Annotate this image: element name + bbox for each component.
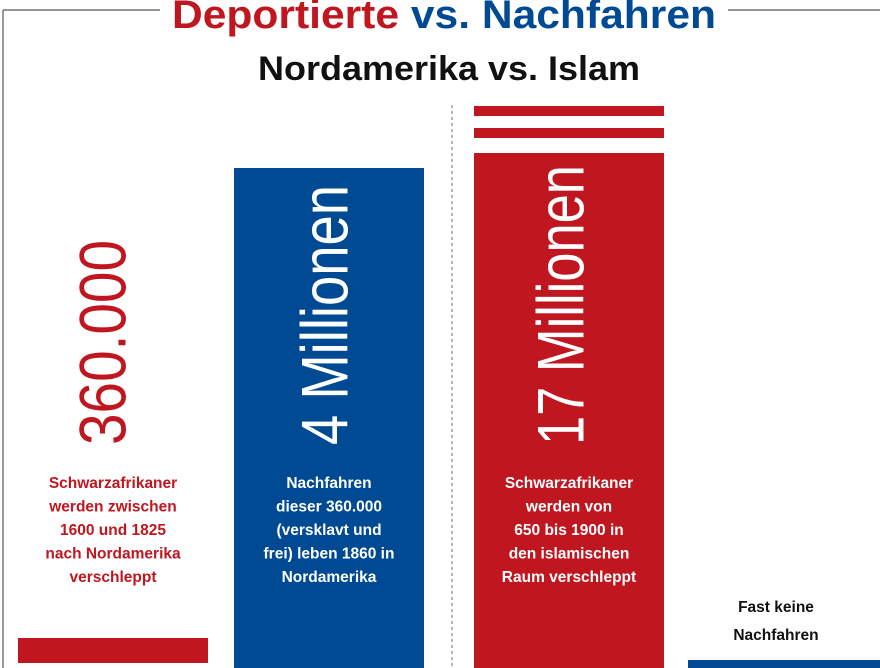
caption: Schwarzafrikaner werden von 650 bis 1900 i… [502, 475, 636, 586]
caption-line: Nachfahren [286, 475, 371, 492]
caption-line: Schwarzafrikaner [505, 475, 633, 492]
caption-line: Nachfahren [733, 627, 818, 644]
bar-stripe [474, 106, 664, 116]
caption-line: Schwarzafrikaner [49, 475, 177, 492]
bar [688, 660, 880, 668]
figure: 4 Millionen [287, 185, 361, 445]
caption: Nachfahren dieser 360.000 (versklavt und fr… [264, 475, 395, 586]
caption: Schwarzafrikaner werden zwischen 1600 und … [45, 475, 181, 586]
caption-line: 1600 und 1825 [60, 522, 166, 539]
caption-line: werden von [525, 499, 612, 516]
title-part: vs. [411, 0, 470, 37]
caption-line: nach Nordamerika [45, 546, 181, 563]
figure: 360.000 [65, 240, 139, 445]
caption-line: Fast keine [738, 599, 814, 616]
caption-line: verschleppt [69, 569, 156, 586]
bar [474, 153, 664, 668]
note: Fast keine Nachfahren [733, 599, 818, 644]
bar [18, 638, 208, 663]
title-part: Deportierte [172, 0, 399, 37]
caption-line: frei) leben 1860 in [264, 546, 395, 563]
title-part: Nachfahren [482, 0, 716, 37]
caption-line: werden zwischen [48, 499, 176, 516]
figure: 17 Millionen [523, 165, 597, 445]
bar [234, 168, 424, 668]
caption-line: 650 bis 1900 in [514, 522, 623, 539]
caption-line: Raum verschleppt [502, 569, 636, 586]
caption-line: (versklavt und [276, 522, 381, 539]
title: Deportierte vs. Nachfahren [172, 0, 716, 37]
subtitle: Nordamerika vs. Islam [258, 50, 640, 88]
caption-line: dieser 360.000 [276, 499, 382, 516]
bar-stripe [474, 128, 664, 138]
caption-line: Nordamerika [282, 569, 377, 586]
caption-line: den islamischen [509, 546, 630, 563]
